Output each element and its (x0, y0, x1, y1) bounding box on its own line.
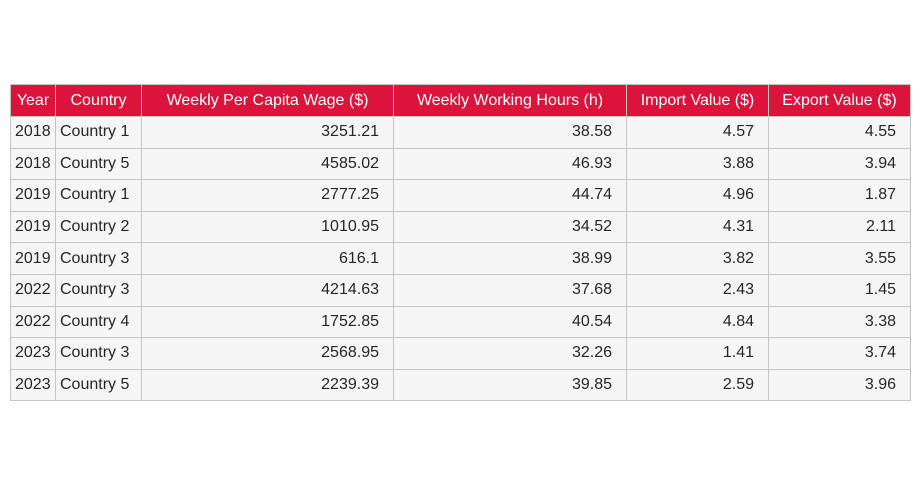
table-cell-weekly-working-hours-h: 44.74 (393, 179, 627, 212)
column-header-import-value: Import Value ($) (626, 84, 769, 117)
data-table: Year Country Weekly Per Capita Wage ($) Wee… (10, 84, 911, 402)
table-cell-weekly-per-capita-wage: 4585.02 (141, 147, 394, 181)
table-row: 2019 Country 3 616.1 38.99 3.82 3.55 (10, 242, 911, 275)
table-cell-export-value: 3.55 (768, 242, 911, 275)
table-cell-weekly-working-hours-h: 40.54 (393, 305, 627, 339)
table-cell-export-value: 2.11 (768, 210, 911, 244)
table-cell-import-value: 4.84 (626, 305, 769, 339)
table-cell-export-value: 3.38 (768, 305, 911, 339)
table-cell-import-value: 1.41 (626, 337, 769, 370)
table-row: 2023 Country 5 2239.39 39.85 2.59 3.96 (10, 368, 911, 402)
table-cell-export-value: 1.87 (768, 179, 911, 212)
table-body: 2018 Country 1 3251.21 38.58 4.57 4.55 2018 Cou… (10, 116, 911, 402)
table-cell-year: 2023 (10, 337, 56, 370)
table-cell-year: 2023 (10, 368, 56, 402)
table-cell-import-value: 2.43 (626, 273, 769, 307)
table-cell-country: Country 1 (55, 116, 142, 149)
table-row: 2019 Country 2 1010.95 34.52 4.31 2.11 (10, 210, 911, 244)
table-row: 2023 Country 3 2568.95 32.26 1.41 3.74 (10, 337, 911, 370)
table-cell-import-value: 4.96 (626, 179, 769, 212)
table-cell-weekly-per-capita-wage: 1752.85 (141, 305, 394, 339)
table-row: 2018 Country 1 3251.21 38.58 4.57 4.55 (10, 116, 911, 149)
table-row: 2019 Country 1 2777.25 44.74 4.96 1.87 (10, 179, 911, 212)
table-cell-export-value: 3.96 (768, 368, 911, 402)
table-cell-country: Country 2 (55, 210, 142, 244)
table-cell-import-value: 2.59 (626, 368, 769, 402)
table-cell-export-value: 4.55 (768, 116, 911, 149)
table-cell-country: Country 3 (55, 242, 142, 275)
table-cell-weekly-per-capita-wage: 2777.25 (141, 179, 394, 212)
table-cell-weekly-working-hours-h: 46.93 (393, 147, 627, 181)
table-cell-weekly-working-hours-h: 32.26 (393, 337, 627, 370)
table-cell-weekly-per-capita-wage: 1010.95 (141, 210, 394, 244)
table-cell-export-value: 3.94 (768, 147, 911, 181)
table-cell-year: 2019 (10, 242, 56, 275)
table-cell-import-value: 3.82 (626, 242, 769, 275)
table-cell-weekly-working-hours-h: 39.85 (393, 368, 627, 402)
table-cell-country: Country 5 (55, 368, 142, 402)
table-cell-country: Country 3 (55, 337, 142, 370)
column-header-country: Country (55, 84, 142, 117)
table-cell-weekly-working-hours-h: 38.58 (393, 116, 627, 149)
table-row: 2018 Country 5 4585.02 46.93 3.88 3.94 (10, 147, 911, 181)
table-cell-weekly-per-capita-wage: 2568.95 (141, 337, 394, 370)
table-cell-import-value: 4.31 (626, 210, 769, 244)
table-cell-export-value: 3.74 (768, 337, 911, 370)
table-cell-import-value: 3.88 (626, 147, 769, 181)
table-cell-weekly-per-capita-wage: 4214.63 (141, 273, 394, 307)
table-cell-year: 2019 (10, 179, 56, 212)
table-cell-weekly-working-hours-h: 37.68 (393, 273, 627, 307)
table-cell-year: 2022 (10, 273, 56, 307)
table-cell-year: 2018 (10, 147, 56, 181)
column-header-weekly-working-hours-h: Weekly Working Hours (h) (393, 84, 627, 117)
table-cell-country: Country 4 (55, 305, 142, 339)
table-cell-weekly-per-capita-wage: 2239.39 (141, 368, 394, 402)
table-cell-weekly-working-hours-h: 34.52 (393, 210, 627, 244)
table-cell-country: Country 1 (55, 179, 142, 212)
table-row: 2022 Country 3 4214.63 37.68 2.43 1.45 (10, 273, 911, 307)
column-header-weekly-per-capita-wage: Weekly Per Capita Wage ($) (141, 84, 394, 117)
table-row: 2022 Country 4 1752.85 40.54 4.84 3.38 (10, 305, 911, 339)
table-cell-country: Country 3 (55, 273, 142, 307)
table-cell-weekly-working-hours-h: 38.99 (393, 242, 627, 275)
table-cell-import-value: 4.57 (626, 116, 769, 149)
table-cell-year: 2022 (10, 305, 56, 339)
table-cell-weekly-per-capita-wage: 616.1 (141, 242, 394, 275)
table-cell-weekly-per-capita-wage: 3251.21 (141, 116, 394, 149)
column-header-year: Year (10, 84, 56, 117)
table-cell-year: 2018 (10, 116, 56, 149)
table-header: Year Country Weekly Per Capita Wage ($) Wee… (10, 84, 911, 117)
table-cell-country: Country 5 (55, 147, 142, 181)
column-header-export-value: Export Value ($) (768, 84, 911, 117)
table-cell-year: 2019 (10, 210, 56, 244)
header-row: Year Country Weekly Per Capita Wage ($) Wee… (10, 84, 911, 117)
table-cell-export-value: 1.45 (768, 273, 911, 307)
